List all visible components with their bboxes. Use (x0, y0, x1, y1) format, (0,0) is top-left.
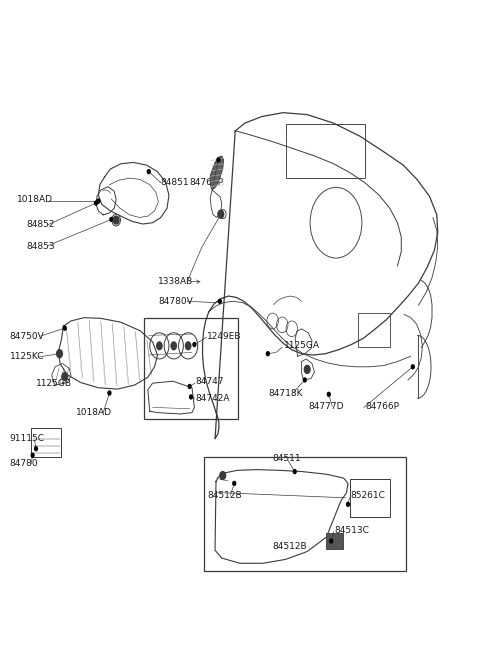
Bar (31, 428, 61, 457)
Text: 1018AD: 1018AD (76, 408, 112, 417)
Polygon shape (210, 156, 224, 190)
Circle shape (218, 210, 224, 218)
Circle shape (347, 502, 349, 506)
Circle shape (190, 395, 192, 399)
Circle shape (110, 217, 113, 221)
Text: 84750V: 84750V (10, 331, 44, 341)
Circle shape (193, 343, 196, 346)
Text: 84851: 84851 (161, 178, 190, 187)
Text: 84512B: 84512B (273, 542, 307, 552)
Circle shape (411, 365, 414, 369)
Circle shape (188, 384, 191, 388)
Circle shape (147, 170, 150, 174)
Bar (204, 457, 406, 571)
Circle shape (63, 326, 66, 330)
Text: 84852: 84852 (26, 220, 55, 229)
Circle shape (185, 341, 192, 350)
Circle shape (108, 391, 111, 395)
Circle shape (156, 341, 163, 350)
Text: 84765P: 84765P (190, 178, 224, 187)
Circle shape (218, 299, 221, 303)
Circle shape (170, 341, 177, 350)
Circle shape (35, 447, 37, 451)
Text: 84742A: 84742A (196, 394, 230, 403)
Circle shape (219, 210, 226, 219)
Circle shape (330, 539, 333, 543)
Circle shape (304, 365, 310, 373)
Circle shape (57, 350, 62, 358)
Text: 84780V: 84780V (158, 297, 193, 306)
Text: 84777D: 84777D (308, 402, 344, 411)
Bar (358, 313, 390, 347)
Circle shape (293, 470, 296, 474)
Text: 1338AB: 1338AB (158, 277, 193, 286)
Circle shape (266, 352, 269, 356)
Circle shape (31, 453, 34, 457)
Circle shape (62, 373, 68, 381)
Text: 91115C: 91115C (10, 434, 45, 443)
Text: 84512B: 84512B (207, 491, 242, 500)
Bar (144, 318, 238, 419)
Text: 1125GA: 1125GA (284, 341, 320, 350)
Text: 84766P: 84766P (366, 402, 400, 411)
Circle shape (303, 378, 306, 382)
Circle shape (97, 199, 100, 203)
Circle shape (327, 392, 330, 396)
Text: 1249EB: 1249EB (207, 331, 242, 341)
Text: 84747: 84747 (196, 377, 224, 386)
Text: 84513C: 84513C (335, 526, 370, 535)
Text: 84780: 84780 (10, 458, 38, 468)
Circle shape (217, 158, 220, 162)
Circle shape (113, 216, 119, 224)
Text: 84853: 84853 (26, 242, 55, 252)
Text: 84511: 84511 (272, 454, 301, 463)
Text: 1018AD: 1018AD (17, 195, 53, 204)
Text: 1125KC: 1125KC (10, 352, 44, 362)
Bar (326, 533, 343, 549)
Text: 85261C: 85261C (350, 491, 385, 500)
Circle shape (95, 201, 97, 205)
Text: 1125GB: 1125GB (36, 379, 72, 388)
Circle shape (112, 214, 120, 226)
Circle shape (233, 481, 236, 485)
Circle shape (220, 472, 226, 479)
Bar (286, 124, 365, 178)
Bar (350, 479, 390, 517)
Text: 84718K: 84718K (269, 388, 303, 398)
